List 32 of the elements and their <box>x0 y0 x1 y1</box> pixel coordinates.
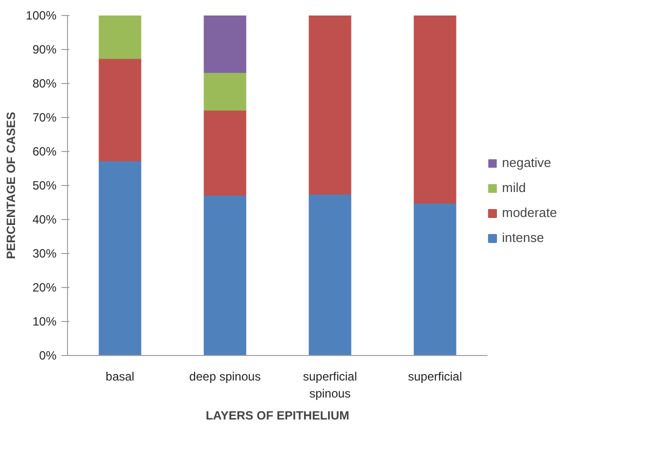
bar <box>98 160 142 356</box>
y-tick-label: 40% <box>32 212 57 226</box>
legend-label: moderate <box>502 205 557 220</box>
x-axis-title: LAYERS OF EPITHELIUM <box>206 408 350 422</box>
bar <box>204 195 246 356</box>
y-tick-label: 60% <box>32 144 57 158</box>
bar <box>308 194 352 356</box>
y-tick-label: 10% <box>32 314 57 328</box>
x-tick-label: superficial <box>408 370 462 384</box>
x-tick-label: superficial spinous <box>302 370 358 400</box>
y-tick-label: 80% <box>32 76 57 90</box>
y-axis-title: PERCENTAGE OF CASES <box>4 112 18 260</box>
legend-label: negative <box>502 155 552 170</box>
y-tick-label: 0% <box>39 348 57 362</box>
y-tick-label: 100% <box>26 8 57 22</box>
bar <box>204 110 246 196</box>
y-tick-label: 90% <box>32 42 57 56</box>
legend-label: intense <box>502 230 544 245</box>
y-tick-label: 70% <box>32 110 57 124</box>
bar <box>204 72 246 111</box>
y-tick-label: 20% <box>32 280 57 294</box>
x-tick-label: basal <box>106 370 134 384</box>
bar <box>98 58 142 162</box>
y-tick-label: 30% <box>32 246 57 260</box>
y-tick-label: 50% <box>32 178 57 192</box>
bar <box>204 16 246 73</box>
x-tick-label: deep spinous <box>189 370 261 384</box>
bar <box>308 16 352 195</box>
bar <box>414 16 456 204</box>
bar <box>414 202 456 356</box>
bar <box>98 16 142 59</box>
legend-label: mild <box>502 180 526 195</box>
